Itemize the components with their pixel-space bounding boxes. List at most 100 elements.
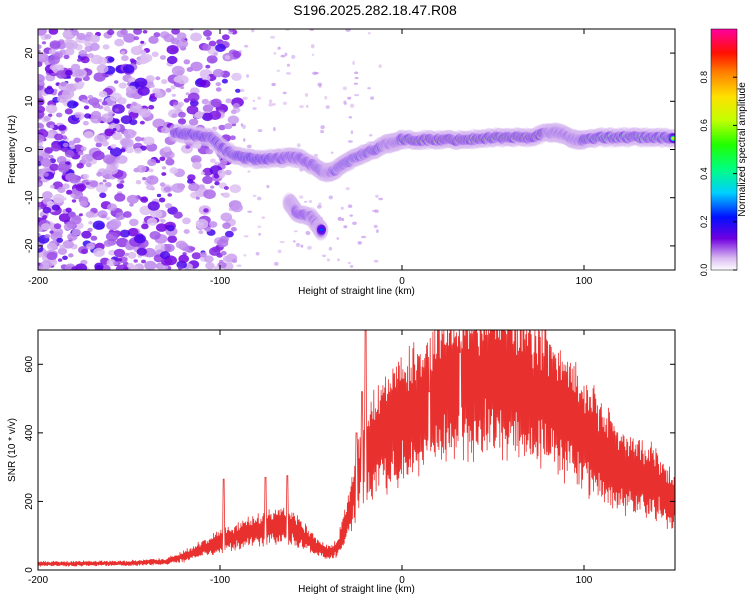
noise-blob: [136, 165, 147, 173]
noise-blob: [72, 87, 77, 91]
noise-blob: [151, 51, 159, 58]
noise-blob: [218, 124, 226, 131]
noise-blob: [266, 184, 270, 189]
noise-blob: [341, 217, 345, 222]
noise-blob: [171, 29, 180, 35]
noise-blob: [271, 82, 276, 87]
noise-blob: [337, 258, 340, 262]
noise-blob: [121, 55, 129, 62]
noise-blob: [42, 215, 48, 220]
y-tick-label: 0: [24, 146, 35, 152]
noise-blob: [161, 166, 167, 170]
noise-blob: [208, 110, 222, 121]
noise-blob: [116, 237, 129, 248]
colorbar-tick-label: 0.8: [699, 71, 709, 84]
noise-blob: [101, 214, 107, 219]
noise-blob: [352, 221, 357, 225]
noise-blob: [70, 215, 82, 225]
noise-blob: [195, 196, 200, 200]
noise-blob: [142, 177, 147, 181]
noise-blob: [203, 255, 214, 263]
noise-blob: [222, 222, 231, 229]
noise-blob: [280, 54, 286, 58]
noise-blob: [96, 171, 103, 177]
y-tick-label: 0: [24, 567, 35, 573]
y-tick-label: 20: [24, 47, 35, 59]
noise-blob: [232, 103, 240, 109]
noise-blob: [375, 229, 379, 233]
noise-blob: [67, 100, 78, 109]
noise-blob: [308, 199, 313, 204]
noise-blob: [49, 40, 61, 49]
noise-blob: [219, 235, 229, 243]
noise-blob: [98, 90, 108, 98]
noise-blob: [176, 32, 187, 40]
noise-blob: [220, 250, 227, 256]
noise-blob: [219, 259, 224, 264]
noise-blob: [198, 230, 204, 235]
noise-blob: [352, 60, 355, 66]
noise-blob: [59, 244, 65, 249]
noise-blob: [85, 242, 95, 250]
noise-blob: [257, 196, 262, 201]
noise-blob: [60, 130, 65, 135]
noise-blob: [255, 251, 260, 256]
noise-blob: [282, 101, 288, 105]
noise-blob: [360, 235, 367, 239]
noise-blob: [349, 214, 353, 217]
noise-blob: [150, 209, 163, 219]
noise-blob: [236, 264, 242, 267]
noise-blob: [231, 258, 238, 263]
noise-blob: [350, 130, 354, 135]
noise-blob: [81, 248, 88, 255]
noise-blob: [173, 101, 179, 106]
noise-blob: [137, 86, 150, 96]
noise-blob: [129, 203, 134, 207]
noise-blob: [56, 70, 67, 79]
noise-blob: [222, 192, 230, 198]
noise-blob: [261, 216, 266, 219]
noise-blob: [368, 134, 373, 137]
noise-blob: [68, 140, 76, 146]
noise-blob: [375, 194, 379, 198]
noise-blob: [221, 34, 230, 41]
noise-blob: [320, 125, 325, 130]
noise-blob: [343, 100, 347, 105]
noise-blob: [225, 230, 234, 238]
noise-blob: [307, 245, 312, 250]
noise-blob: [71, 266, 78, 270]
noise-blob: [64, 108, 73, 115]
y-tick-label: 400: [24, 424, 35, 441]
noise-blob: [144, 260, 157, 270]
noise-blob: [139, 108, 152, 118]
noise-blob: [367, 87, 371, 90]
noise-blob: [70, 193, 76, 198]
noise-blob: [286, 63, 291, 67]
noise-blob: [318, 83, 322, 88]
y-tick-label: -10: [24, 190, 35, 205]
noise-blob: [147, 158, 157, 167]
noise-blob: [73, 137, 81, 144]
noise-blob: [170, 85, 176, 90]
noise-blob: [294, 230, 298, 233]
noise-blob: [199, 252, 207, 258]
noise-blob: [54, 133, 64, 141]
noise-blob: [284, 52, 288, 57]
noise-blob: [49, 64, 58, 71]
noise-blob: [102, 44, 110, 50]
noise-blob: [156, 223, 168, 232]
noise-blob: [67, 232, 78, 241]
noise-blob: [105, 216, 111, 221]
noise-blob: [127, 228, 139, 237]
noise-blob: [40, 158, 52, 167]
noise-blob: [337, 216, 342, 221]
noise-blob: [38, 176, 42, 180]
noise-blob: [85, 181, 90, 185]
noise-blob: [40, 260, 52, 270]
noise-blob: [90, 110, 102, 119]
noise-blob: [139, 120, 145, 125]
noise-blob: [118, 82, 127, 89]
noise-blob: [119, 229, 131, 238]
y-tick-label: -20: [24, 238, 35, 253]
